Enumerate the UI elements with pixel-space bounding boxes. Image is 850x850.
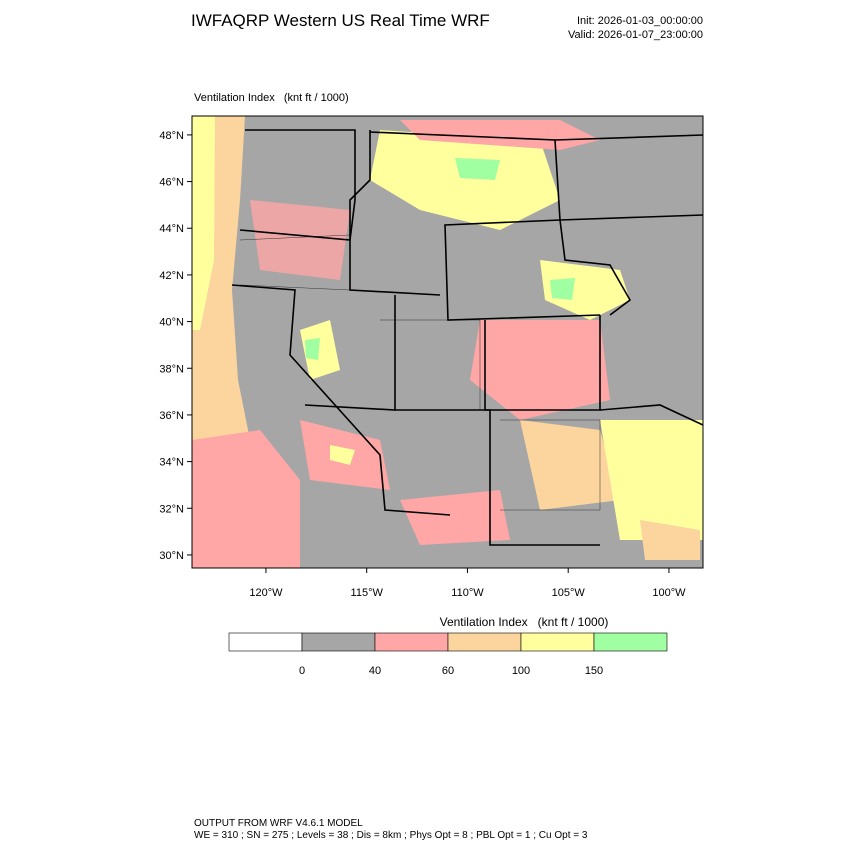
init-time: Init: 2026-01-03_00:00:00 xyxy=(577,15,703,27)
map-frame xyxy=(191,115,704,569)
lon-label: 110°W xyxy=(451,587,484,599)
colorbar-tick-label: 100 xyxy=(512,665,530,677)
colorbar-box xyxy=(374,632,449,652)
lon-label: 120°W xyxy=(249,587,283,599)
valid-time: Valid: 2026-01-07_23:00:00 xyxy=(568,29,703,41)
lat-label: 42°N xyxy=(159,270,184,282)
colorbar-tick-label: 40 xyxy=(369,665,381,677)
colorbar-tick-label: 150 xyxy=(585,665,603,677)
map-field xyxy=(192,116,703,568)
colorbar-box xyxy=(301,632,376,652)
lat-label: 36°N xyxy=(159,410,184,422)
lat-label: 48°N xyxy=(159,130,184,142)
lat-label: 40°N xyxy=(159,317,184,329)
footer-line: WE = 310 ; SN = 275 ; Levels = 38 ; Dis … xyxy=(194,830,588,841)
lat-label: 46°N xyxy=(159,177,184,189)
lon-label: 100°W xyxy=(652,587,686,599)
lat-label: 34°N xyxy=(159,457,184,469)
lat-label: 30°N xyxy=(159,550,184,562)
lon-label: 115°W xyxy=(351,587,384,599)
colorbar-tick-label: 60 xyxy=(442,665,454,677)
colorbar-box xyxy=(447,632,522,652)
lat-label: 32°N xyxy=(159,503,184,515)
field-label: Ventilation Index (knt ft / 1000) xyxy=(194,92,349,104)
colorbar-box xyxy=(593,632,668,652)
footer-line: OUTPUT FROM WRF V4.6.1 MODEL xyxy=(194,818,363,829)
colorbar-tick-label: 0 xyxy=(299,665,305,677)
colorbar-box xyxy=(228,632,303,652)
lat-label: 38°N xyxy=(159,363,184,375)
lat-label: 44°N xyxy=(159,223,184,235)
title: IWFAQRP Western US Real Time WRF xyxy=(191,11,490,30)
colorbar-box xyxy=(520,632,595,652)
colorbar-title: Ventilation Index (knt ft / 1000) xyxy=(440,615,609,629)
lon-label: 105°W xyxy=(552,587,586,599)
